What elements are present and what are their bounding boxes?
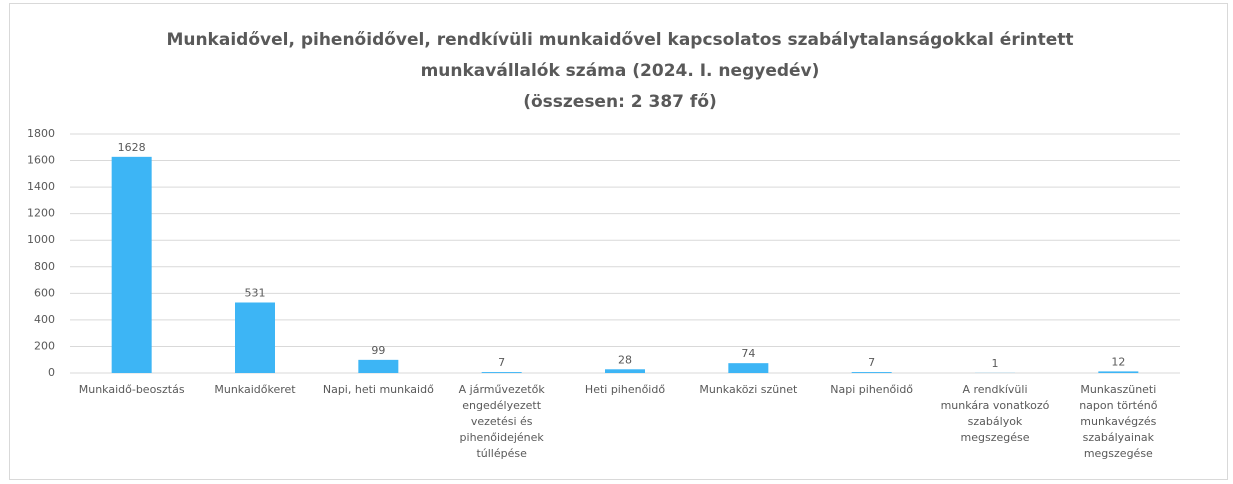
x-tick-label: Napi, heti munkaidő xyxy=(323,383,434,396)
y-tick-label: 600 xyxy=(34,286,55,299)
data-label: 99 xyxy=(371,344,385,357)
data-label: 531 xyxy=(245,286,266,299)
bar xyxy=(358,359,399,373)
x-tick-label: Napi pihenőidő xyxy=(830,383,913,396)
bar xyxy=(1098,371,1139,373)
y-tick-label: 800 xyxy=(34,260,55,273)
data-label: 1 xyxy=(992,357,999,370)
y-tick-label: 1200 xyxy=(27,207,55,220)
chart-title: Munkaidővel, pihenőidővel, rendkívüli mu… xyxy=(166,30,1073,81)
bar xyxy=(111,156,152,373)
bar xyxy=(728,363,769,373)
x-tick-label: Munkaidő-beosztás xyxy=(79,383,185,396)
y-tick-label: 1800 xyxy=(27,127,55,140)
bar xyxy=(481,372,522,373)
y-tick-label: 1000 xyxy=(27,233,55,246)
data-label: 7 xyxy=(868,356,875,369)
data-label: 74 xyxy=(741,347,755,360)
bar xyxy=(235,302,275,373)
data-label: 28 xyxy=(618,353,632,366)
y-tick-label: 1600 xyxy=(27,154,55,167)
x-tick-label: Heti pihenőidő xyxy=(585,383,665,396)
x-tick-label: Munkaközi szünet xyxy=(699,383,798,396)
x-tick-label: A járművezetők engedélyezett vezetési és pi… xyxy=(459,383,546,460)
data-label: 7 xyxy=(498,356,505,369)
y-tick-label: 400 xyxy=(34,313,55,326)
chart-subtitle: (összesen: 2 387 fő) xyxy=(523,92,717,112)
x-tick-label: Munkaidőkeret xyxy=(214,383,296,396)
bar xyxy=(851,372,892,373)
bar xyxy=(605,369,645,373)
y-tick-label: 1400 xyxy=(27,180,55,193)
chart-frame xyxy=(9,3,1228,480)
x-tick-label: Munkaszüneti napon történő munkavégzés szab… xyxy=(1079,383,1158,460)
y-tick-label: 0 xyxy=(48,366,55,379)
x-tick-label: A rendkívüli munkára vonatkozó szabályok me… xyxy=(941,383,1050,444)
y-tick-label: 200 xyxy=(34,339,55,352)
data-label: 1628 xyxy=(118,141,146,154)
data-label: 12 xyxy=(1111,355,1125,368)
